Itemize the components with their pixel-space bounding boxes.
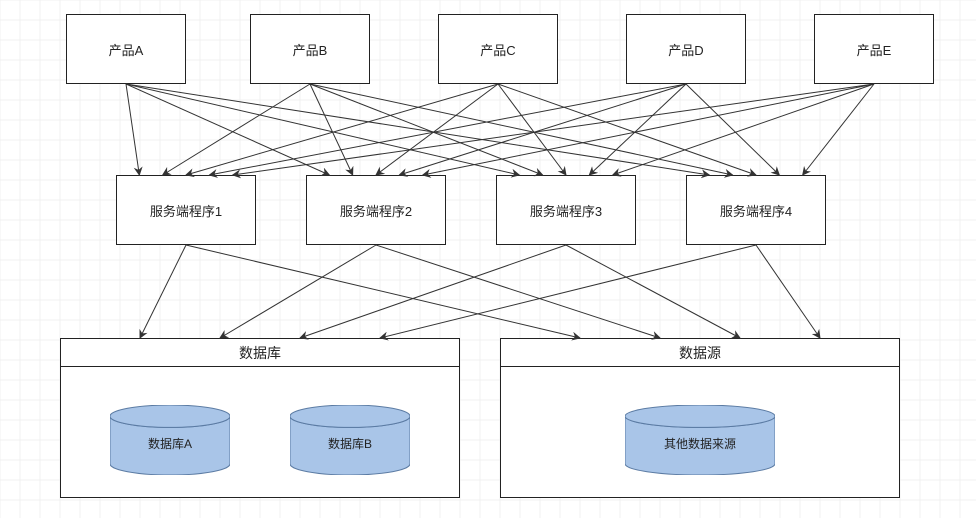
- service-node-label: 服务端程序4: [720, 201, 792, 220]
- product-node-label: 产品B: [293, 40, 328, 59]
- product-node-prodE: 产品E: [814, 14, 934, 84]
- product-node-prodB: 产品B: [250, 14, 370, 84]
- cylinder-label: 其他数据来源: [625, 435, 775, 452]
- service-node-label: 服务端程序2: [340, 201, 412, 220]
- product-node-prodD: 产品D: [626, 14, 746, 84]
- product-node-label: 产品E: [857, 40, 892, 59]
- diagram-canvas: 产品A 产品B 产品C 产品D 产品E 服务端程序1 服务端程序2 服务端程序3 服务端程序4 数…: [0, 0, 976, 518]
- product-node-label: 产品A: [109, 40, 144, 59]
- product-node-prodA: 产品A: [66, 14, 186, 84]
- service-node-label: 服务端程序1: [150, 201, 222, 220]
- service-node-svc4: 服务端程序4: [686, 175, 826, 245]
- product-node-label: 产品C: [480, 40, 515, 59]
- cylinder-dba: 数据库A: [110, 405, 230, 475]
- container-title: 数据库: [61, 339, 459, 367]
- product-node-label: 产品D: [668, 40, 703, 59]
- service-node-svc1: 服务端程序1: [116, 175, 256, 245]
- cylinder-label: 数据库A: [110, 435, 230, 452]
- service-node-svc2: 服务端程序2: [306, 175, 446, 245]
- product-node-prodC: 产品C: [438, 14, 558, 84]
- cylinder-oth: 其他数据来源: [625, 405, 775, 475]
- cylinder-dbb: 数据库B: [290, 405, 410, 475]
- container-title: 数据源: [501, 339, 899, 367]
- service-node-svc3: 服务端程序3: [496, 175, 636, 245]
- cylinder-label: 数据库B: [290, 435, 410, 452]
- service-node-label: 服务端程序3: [530, 201, 602, 220]
